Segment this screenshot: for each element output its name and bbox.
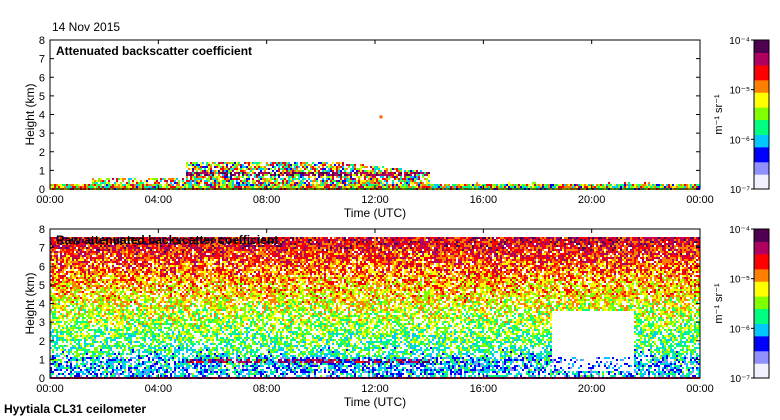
y-tick-label: 7 (39, 243, 45, 255)
plot-background (50, 40, 700, 189)
backscatter-panel: 0 1 2 3 4 5 6 7 8 00:00 04:00 08:00 12:00 16:00 20:00 0… (23, 35, 770, 220)
x-tick-label: 04:00 (145, 194, 173, 206)
colorbar-tick-label: 10⁻⁷ (730, 374, 750, 385)
colorbar-frame (753, 39, 770, 190)
isolated-echo (379, 115, 383, 119)
y-axis-label: Height (km) (23, 83, 37, 145)
colorbar (754, 229, 769, 379)
colorbar-tick-label: 10⁻⁶ (729, 324, 750, 335)
x-tick-label: 12:00 (361, 194, 389, 206)
x-axis-label: Time (UTC) (344, 395, 406, 409)
x-tick-label: 20:00 (578, 383, 606, 395)
y-tick-label: 1 (39, 165, 45, 177)
panel-title: Attenuated backscatter coefficient (56, 44, 252, 58)
date-label: 14 Nov 2015 (52, 20, 121, 34)
y-tick-label: 8 (39, 35, 45, 47)
y-tick-label: 5 (39, 280, 45, 292)
y-tick-label: 5 (39, 91, 45, 103)
y-tick-label: 6 (39, 72, 45, 84)
y-tick-label: 0 (39, 373, 45, 385)
colorbar-tick-label: 10⁻⁴ (729, 225, 750, 236)
raw-backscatter-panel: 0 1 2 3 4 5 6 7 8 00:00 04:00 08:00 12:00 16:00 20:00 0… (23, 224, 770, 409)
colorbar-tick-label: 10⁻⁵ (729, 275, 750, 286)
colorbar-tick-label: 10⁻⁴ (729, 36, 750, 47)
x-axis-label: Time (UTC) (344, 206, 406, 220)
colorbar-label: m⁻¹ sr⁻¹ (713, 94, 725, 135)
backscatter-field (50, 237, 700, 379)
colorbar-tick-label: 10⁻⁷ (730, 185, 750, 196)
x-tick-label: 00:00 (36, 383, 64, 395)
y-tick-label: 3 (39, 128, 45, 140)
x-tick-label: 16:00 (470, 194, 498, 206)
x-tick-label: 12:00 (361, 383, 389, 395)
site-label: Hyytiala CL31 ceilometer (4, 402, 147, 416)
colorbar-tick-label: 10⁻⁶ (729, 135, 750, 146)
y-axis-label: Height (km) (23, 272, 37, 334)
y-tick-label: 4 (39, 299, 45, 311)
x-tick-label: 04:00 (145, 383, 173, 395)
x-tick-label: 20:00 (578, 194, 606, 206)
colorbar-tick-label: 10⁻⁵ (729, 86, 750, 97)
y-tick-label: 0 (39, 184, 45, 196)
x-tick-label: 16:00 (470, 383, 498, 395)
y-tick-label: 2 (39, 336, 45, 348)
y-tick-label: 3 (39, 317, 45, 329)
y-tick-label: 7 (39, 54, 45, 66)
colorbar-frame (753, 228, 770, 379)
y-tick-label: 6 (39, 261, 45, 273)
y-tick-label: 8 (39, 224, 45, 236)
x-tick-label: 00:00 (686, 194, 714, 206)
x-tick-label: 08:00 (253, 383, 281, 395)
y-tick-label: 1 (39, 354, 45, 366)
panel-title: Raw attenuated backscatter coefficient (56, 233, 278, 247)
y-tick-label: 2 (39, 147, 45, 159)
x-tick-label: 00:00 (686, 383, 714, 395)
x-tick-label: 00:00 (36, 194, 64, 206)
colorbar (754, 40, 769, 190)
y-tick-label: 4 (39, 110, 45, 122)
x-tick-label: 08:00 (253, 194, 281, 206)
colorbar-label: m⁻¹ sr⁻¹ (713, 283, 725, 324)
